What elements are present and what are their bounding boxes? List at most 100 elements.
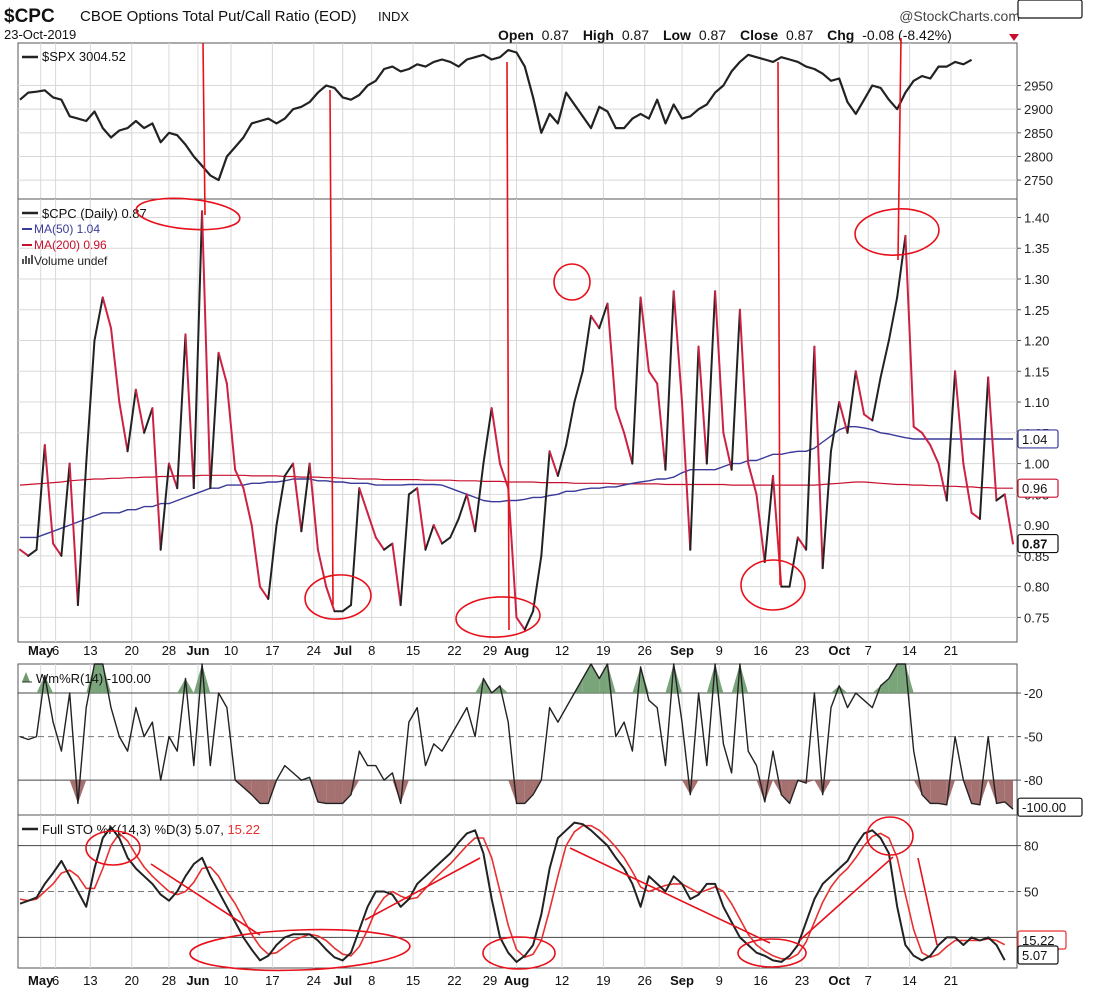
x-tick-label: 29 xyxy=(483,643,497,658)
wmr-line xyxy=(19,663,1014,810)
cpc-segment xyxy=(929,444,940,465)
sto-ytick-label: 50 xyxy=(1024,885,1038,900)
annotation-circle xyxy=(135,197,241,231)
cpc-segment xyxy=(432,524,444,545)
wmr-overbought-fill xyxy=(888,664,898,694)
annotation-circle xyxy=(482,936,556,970)
cpc-segment xyxy=(424,524,435,551)
wmr-legend-icon-shape xyxy=(22,672,30,682)
x-tick-label: 14 xyxy=(902,973,916,988)
cpc-segment xyxy=(970,511,981,520)
ma50-legend: MA(50) 1.04 xyxy=(34,222,100,236)
wmr-oversold-fill xyxy=(69,780,78,804)
cpc-ytick-label: 1.15 xyxy=(1024,364,1049,379)
cpc-last-value: 0.87 xyxy=(1022,537,1047,552)
low-label: Low xyxy=(663,27,691,43)
x-tick-label: 19 xyxy=(596,643,610,658)
x-tick-label: 19 xyxy=(596,973,610,988)
cpc-segment xyxy=(93,296,104,342)
annotation-line xyxy=(329,89,334,606)
source: @StockCharts.com xyxy=(899,8,1020,24)
cpc-segment xyxy=(474,462,485,533)
cpc-ytick-label: 1.30 xyxy=(1024,272,1049,287)
volume-icon-bar xyxy=(31,255,33,264)
annotation-circle xyxy=(189,928,411,972)
high-value: 0.87 xyxy=(622,27,649,43)
annotation-circle xyxy=(737,938,807,968)
cpc-segment xyxy=(945,370,957,502)
cpc-ytick-label: 1.00 xyxy=(1024,457,1049,472)
x-tick-label: May xyxy=(28,643,54,658)
sto-ytick-label: 80 xyxy=(1024,839,1038,854)
cpc-segment xyxy=(548,450,559,477)
cpc-segment xyxy=(681,401,692,551)
cpc-segment xyxy=(60,462,71,557)
x-tick-label: 7 xyxy=(865,973,872,988)
wmr-oversold-fill xyxy=(317,780,327,804)
cpc-segment xyxy=(581,314,592,373)
cpc-segment xyxy=(920,431,932,447)
wmr-overbought-fill xyxy=(94,664,103,694)
wmr-oversold-fill xyxy=(516,780,525,804)
date: 23-Oct-2019 xyxy=(4,27,76,42)
x-tick-label: 14 xyxy=(902,643,916,658)
high-label: High xyxy=(583,27,614,43)
cpc-segment xyxy=(871,376,882,422)
cpc-panel: 0.750.800.850.900.951.001.051.101.151.20… xyxy=(17,198,1059,643)
sto-d-last-value: 15.22 xyxy=(1022,933,1055,948)
sto-legend: Full STO %K(14,3) %D(3) 5.07, 15.22 xyxy=(42,822,260,837)
wmr-overbought-fill xyxy=(590,664,600,694)
cpc-segment xyxy=(887,296,899,342)
x-tick-label: Sep xyxy=(670,973,694,988)
cpc-segment xyxy=(896,234,907,299)
spx-ytick-label: 2950 xyxy=(1024,79,1053,94)
cpc-segment xyxy=(796,536,808,551)
cpc-segment xyxy=(705,290,717,465)
sto-panel: 205080Full STO %K(14,3) %D(3) 5.07, 15.2… xyxy=(17,814,1067,969)
cpc-segment xyxy=(507,487,518,619)
x-tick-label: 8 xyxy=(368,973,375,988)
x-tick-label: Oct xyxy=(828,973,850,988)
wmr-oversold-fill xyxy=(756,780,765,802)
x-tick-label: 28 xyxy=(162,643,176,658)
wmr-oversold-fill xyxy=(342,780,351,804)
cpc-segment xyxy=(341,604,352,613)
annotation-line xyxy=(897,37,902,261)
cpc-segment xyxy=(589,314,601,330)
cpc-segment xyxy=(879,339,890,379)
volume-bars-icon xyxy=(22,255,33,264)
spx-last-value-box xyxy=(1017,0,1083,19)
cpc-segment xyxy=(714,290,725,434)
cpc-segment xyxy=(292,462,303,533)
cpc-segment xyxy=(350,487,361,607)
x-tick-label: 6 xyxy=(52,973,59,988)
wmr-legend: Wm%R(14) -100.00 xyxy=(36,671,151,686)
wmr-oversold-fill xyxy=(930,780,939,804)
cpc-segment xyxy=(143,407,154,434)
cpc-segment xyxy=(995,493,1006,502)
x-tick-label: Aug xyxy=(504,643,529,658)
wmr-overbought-fill xyxy=(177,678,186,694)
cpc-segment xyxy=(134,388,146,434)
spx-ytick-label: 2800 xyxy=(1024,149,1053,164)
hand-drawn-annotations xyxy=(85,37,940,972)
wmr-overbought-fill xyxy=(499,685,509,694)
cpc-segment xyxy=(110,327,121,404)
cpc-segment xyxy=(441,536,452,545)
annotation-circle xyxy=(553,263,591,301)
cpc-segment xyxy=(325,585,336,613)
cpc-segment xyxy=(201,210,212,490)
wmr-oversold-fill xyxy=(806,780,815,784)
cpc-segment xyxy=(209,351,220,490)
x-tick-label: 21 xyxy=(944,643,958,658)
cpc-segment xyxy=(258,585,270,600)
wmr-oversold-fill xyxy=(822,780,831,795)
cpc-segment xyxy=(573,370,584,404)
cpc-segment xyxy=(647,370,659,385)
close-label: Close xyxy=(740,27,778,43)
spx-ytick-label: 2900 xyxy=(1024,102,1053,117)
annotation-line xyxy=(506,61,510,631)
cpc-segment xyxy=(482,407,493,465)
cpc-segment xyxy=(805,345,816,551)
x-tick-label: 9 xyxy=(716,643,723,658)
